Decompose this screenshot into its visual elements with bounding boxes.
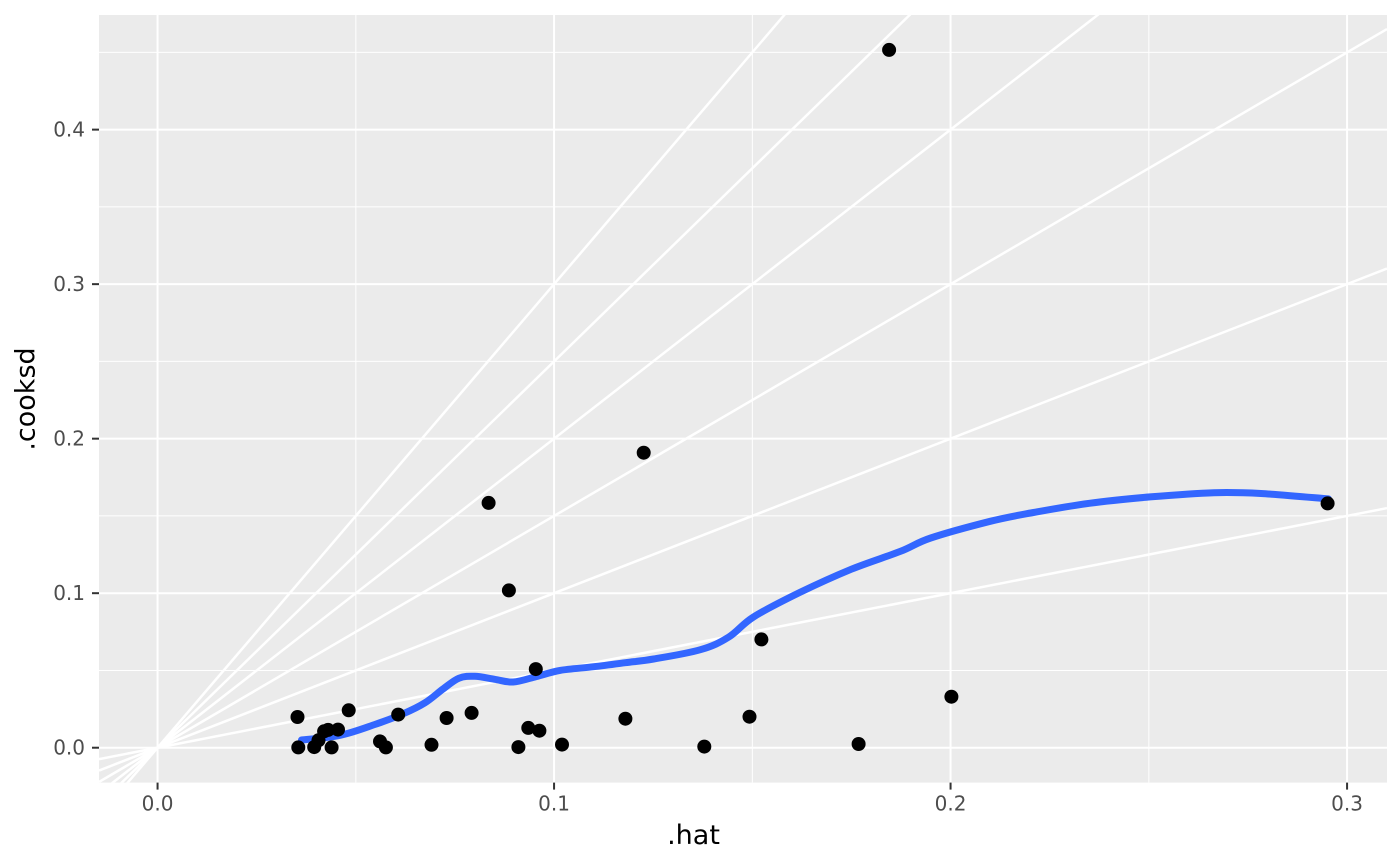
y-tick-label: 0.1 [53, 581, 85, 605]
data-point [439, 711, 454, 725]
y-tick-label: 0.4 [53, 118, 85, 142]
data-point [321, 722, 336, 737]
data-point [754, 632, 769, 647]
data-point [501, 583, 516, 598]
abline-slope-3 [126, 15, 786, 783]
panel-background [99, 15, 1387, 783]
y-tick-label: 0.2 [53, 427, 85, 451]
grid-layer [99, 15, 1387, 783]
data-point [1320, 496, 1335, 511]
y-tick-label: 0.0 [53, 736, 85, 760]
data-point [424, 737, 439, 752]
data-point [532, 723, 547, 738]
data-point [636, 445, 651, 460]
data-point [618, 711, 633, 726]
data-point [851, 737, 866, 751]
x-tick-label: 0.0 [142, 792, 174, 816]
data-point [378, 740, 393, 755]
abline-slope-1.5 [99, 27, 1387, 783]
x-tick-label: 0.2 [935, 792, 967, 816]
data-point [521, 720, 536, 735]
data-point [555, 737, 569, 752]
abline-slope-1 [99, 267, 1387, 772]
x-tick-label: 0.1 [538, 792, 570, 816]
data-point [391, 707, 406, 722]
data-point [324, 740, 339, 755]
abline-slope-2.5 [119, 15, 912, 783]
data-point [341, 703, 356, 718]
loess-smooth-line [298, 488, 1332, 744]
data-point [331, 722, 345, 737]
data-point [511, 740, 526, 755]
data-point [528, 662, 543, 677]
data-point [481, 495, 496, 510]
y-axis-title: .cooksd [10, 347, 42, 451]
abline-slope-0.5 [99, 506, 1387, 761]
y-tick-label: 0.3 [53, 272, 85, 296]
x-axis-title: .hat [667, 820, 720, 851]
data-point [290, 710, 305, 724]
data-point [697, 739, 712, 754]
points-layer [290, 42, 1335, 755]
data-point [882, 42, 897, 57]
data-point [944, 689, 959, 704]
data-point [742, 709, 757, 724]
data-point [464, 705, 479, 720]
data-point [291, 740, 306, 755]
x-tick-label: 0.3 [1331, 792, 1363, 816]
abline-slope-2 [110, 15, 1100, 783]
